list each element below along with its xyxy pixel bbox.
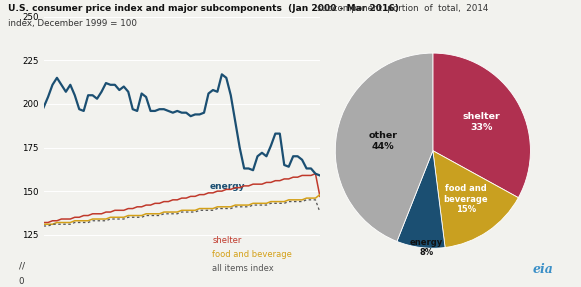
- Text: food and beverage: food and beverage: [212, 250, 292, 259]
- Text: energy
8%: energy 8%: [410, 238, 443, 257]
- Wedge shape: [397, 151, 445, 248]
- Text: U.S. consumer price index and major subcomponents  (Jan 2000 - Mar 2016): U.S. consumer price index and major subc…: [8, 4, 399, 13]
- Text: subcomponent  portion  of  total,  2014: subcomponent portion of total, 2014: [317, 4, 488, 13]
- Wedge shape: [335, 53, 433, 241]
- Wedge shape: [433, 151, 518, 247]
- Text: all items index: all items index: [212, 264, 274, 274]
- Text: //: //: [19, 261, 25, 271]
- Text: eia: eia: [533, 263, 554, 276]
- Text: energy: energy: [209, 182, 245, 191]
- Text: index, December 1999 = 100: index, December 1999 = 100: [8, 19, 137, 28]
- Text: shelter
33%: shelter 33%: [462, 112, 500, 131]
- Text: 0: 0: [19, 277, 24, 286]
- Text: food and
beverage
15%: food and beverage 15%: [443, 184, 488, 214]
- Text: shelter: shelter: [212, 236, 242, 245]
- Wedge shape: [433, 53, 530, 198]
- Text: other
44%: other 44%: [368, 131, 397, 151]
